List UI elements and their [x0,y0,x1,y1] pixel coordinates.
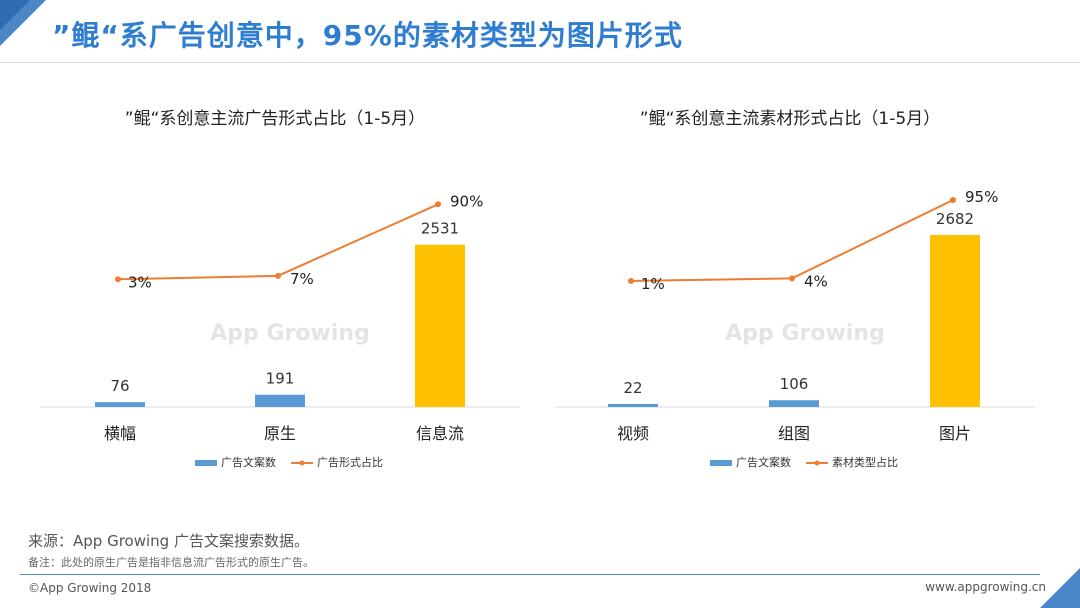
chart-title: ”鲲“系创意主流素材形式占比（1-5月） [640,109,940,129]
legend-line-marker [299,460,305,466]
line-point [789,275,795,282]
legend-bar-label: 广告文案数 [736,455,791,469]
line-point [275,272,281,279]
bar-value-label: 2682 [936,210,974,228]
legend-bar-label: 广告文案数 [221,455,276,469]
line-value-label: 95% [965,188,998,206]
bar [608,404,658,407]
line-value-label: 4% [804,272,828,290]
series-line [630,199,954,282]
category-label: 原生 [264,424,296,443]
category-label: 信息流 [416,424,464,443]
title-divider [0,62,1080,63]
legend-bar-swatch [195,460,217,466]
line-point [950,197,956,203]
line-value-label: 90% [450,192,483,210]
category-label: 组图 [778,424,810,443]
line-point [115,276,121,283]
website-link[interactable]: www.appgrowing.cn [925,580,1046,594]
watermark: App Growing [210,321,369,346]
line-value-label: 3% [128,273,152,291]
bar-value-label: 106 [780,375,809,393]
bar-value-label: 191 [266,370,295,388]
bar [95,402,145,407]
category-label: 横幅 [104,424,136,443]
bar [255,394,305,407]
legend-bar-swatch [710,460,732,466]
note-text: 备注：此处的原生广告是指非信息流广告形式的原生广告。 [28,556,314,569]
bar-value-label: 22 [623,379,642,397]
category-label: 图片 [939,424,971,443]
footer-divider [20,574,1040,575]
legend-line-label: 广告形式占比 [317,455,383,469]
line-value-label: 1% [641,275,665,293]
series-line [117,203,439,281]
bar [769,400,819,407]
chart-title: ”鲲“系创意主流广告形式占比（1-5月） [125,109,425,129]
bar-value-label: 2531 [421,220,459,238]
page-title: ”鲲“系广告创意中，95%的素材类型为图片形式 [52,19,683,52]
corner-decoration-bottom-right [1040,568,1080,608]
source-text: 来源：App Growing 广告文案搜索数据。 [28,532,309,550]
legend-line-label: 素材类型占比 [832,455,898,469]
bar [930,234,980,407]
bar [415,244,465,407]
category-label: 视频 [617,424,649,443]
legend-line-marker [814,460,820,466]
line-value-label: 7% [290,270,314,288]
bar-value-label: 76 [110,377,129,395]
line-point [628,278,634,284]
watermark: App Growing [725,321,884,346]
charts-canvas: ”鲲“系创意主流广告形式占比（1-5月） App Growing 76 横幅 191 原生… [40,109,1035,469]
copyright-text: ©App Growing 2018 [28,581,152,595]
line-point [435,201,441,208]
corner-decoration-top-left-inner [0,0,30,30]
